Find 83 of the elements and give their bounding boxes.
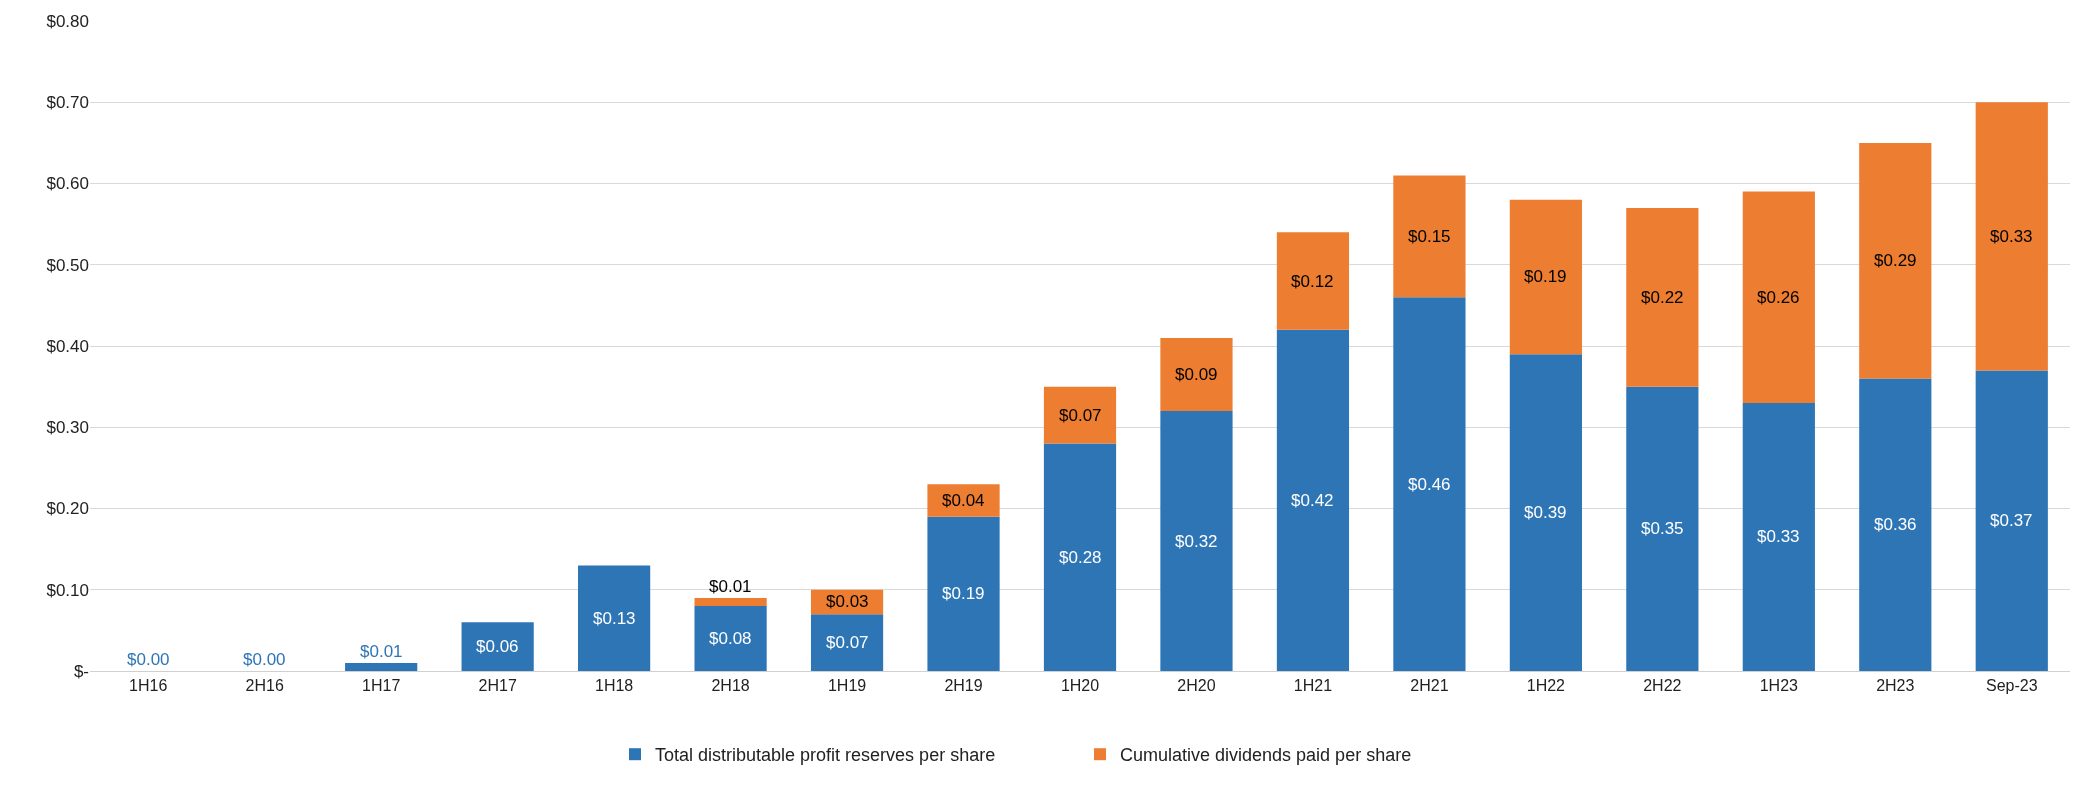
- y-tick-label: $-: [73, 661, 89, 681]
- y-tick-label: $0.50: [46, 255, 89, 275]
- y-tick-label: $0.30: [46, 418, 89, 438]
- x-tick-label: 2H23: [1876, 677, 1915, 695]
- bar: [694, 606, 767, 671]
- bar: [345, 662, 418, 671]
- data-label: $0.07: [1059, 406, 1102, 425]
- bar: [1393, 297, 1466, 671]
- bar: [1043, 386, 1117, 444]
- data-label: $0.22: [1641, 288, 1684, 307]
- x-tick-label: 2H21: [1410, 677, 1449, 695]
- data-label: $0.29: [1874, 251, 1917, 270]
- data-label: $0.33: [1990, 227, 2033, 246]
- x-tick-label: 1H23: [1759, 677, 1799, 695]
- bar: [1160, 337, 1233, 411]
- data-label: $0.19: [942, 584, 985, 603]
- bar: [1626, 386, 1699, 671]
- data-label: $0.12: [1291, 272, 1334, 291]
- x-tick-label: 1H22: [1526, 677, 1566, 695]
- bar: [1509, 354, 1582, 671]
- data-label: $0.01: [360, 642, 403, 661]
- bar: [1160, 411, 1233, 671]
- bar: [927, 484, 1000, 517]
- bar: [1742, 191, 1815, 403]
- y-tick-label: $0.60: [46, 174, 89, 194]
- bar: [1509, 199, 1582, 355]
- data-label: $0.08: [709, 629, 752, 648]
- data-label: $0.37: [1990, 511, 2033, 530]
- bar: [578, 565, 651, 671]
- data-label: $0.19: [1524, 267, 1567, 286]
- bar: [810, 614, 884, 671]
- bar: [1626, 207, 1699, 387]
- data-label: $0.33: [1757, 527, 1800, 546]
- y-tick-label: $0.10: [46, 580, 89, 600]
- y-tick-label: $0.40: [46, 336, 89, 356]
- data-label: $0.00: [127, 650, 170, 669]
- legend-label: Total distributable profit reserves per share: [655, 745, 996, 766]
- x-tick-label: 1H20: [1060, 677, 1100, 695]
- x-tick-label: 1H17: [362, 677, 401, 695]
- bar: [694, 597, 767, 606]
- x-tick-label: 2H19: [944, 677, 983, 695]
- data-label: $0.15: [1408, 227, 1451, 246]
- y-tick-label: $0.20: [46, 499, 89, 519]
- x-tick-label: 1H21: [1293, 677, 1333, 695]
- data-label: $0.35: [1641, 519, 1684, 538]
- data-label: $0.39: [1524, 503, 1567, 522]
- data-label: $0.03: [826, 592, 869, 611]
- legend-label: Cumulative dividends paid per share: [1120, 745, 1412, 766]
- data-label: $0.42: [1291, 491, 1334, 510]
- x-tick-label: 2H22: [1643, 677, 1682, 695]
- x-tick-label: 1H16: [129, 677, 168, 695]
- data-label: $0.36: [1874, 515, 1917, 534]
- bar: [1975, 102, 2048, 371]
- bar: [1742, 402, 1815, 671]
- bar: [1393, 175, 1466, 298]
- x-tick-label: 1H18: [594, 677, 634, 695]
- data-label: $0.06: [476, 637, 519, 656]
- data-label: $0.00: [243, 650, 286, 669]
- bar: [1043, 443, 1117, 671]
- bar: [927, 516, 1000, 671]
- data-label: $0.13: [593, 609, 636, 628]
- x-tick-label: 2H20: [1177, 677, 1216, 695]
- data-label: $0.04: [942, 491, 985, 510]
- x-tick-label: 1H19: [827, 677, 867, 695]
- bar: [461, 622, 534, 671]
- bar: [1975, 370, 2048, 671]
- x-tick-label: 2H17: [478, 677, 517, 695]
- x-tick-label: 2H18: [711, 677, 750, 695]
- data-label: $0.32: [1175, 532, 1218, 551]
- data-label: $0.46: [1408, 475, 1451, 494]
- y-tick-label: $0.80: [46, 11, 89, 31]
- x-tick-label: Sep-23: [1985, 677, 2038, 695]
- data-label: $0.09: [1175, 365, 1218, 384]
- data-label: $0.07: [826, 633, 869, 652]
- data-label: $0.26: [1757, 288, 1800, 307]
- data-label: $0.28: [1059, 548, 1102, 567]
- bar: [1859, 378, 1932, 671]
- y-tick-label: $0.70: [46, 93, 89, 113]
- bar: [1276, 329, 1350, 671]
- x-tick-label: 2H16: [245, 677, 284, 695]
- bar: [1276, 232, 1350, 330]
- bar: [1859, 142, 1932, 379]
- data-label: $0.01: [709, 577, 752, 596]
